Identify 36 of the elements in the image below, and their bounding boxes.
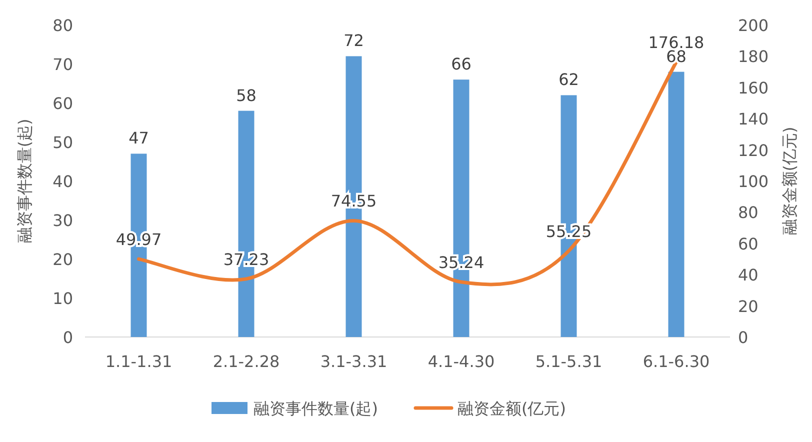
x-tick-label: 4.1-4.30 <box>428 352 495 371</box>
y-tick-label: 60 <box>52 94 73 113</box>
y-axis-title: 融资事件数量(起) <box>15 118 34 244</box>
y-tick-label: 30 <box>52 211 73 230</box>
y-tick-label: 20 <box>52 250 73 269</box>
y2-tick-label: 20 <box>738 296 758 316</box>
y2-tick-label: 120 <box>738 140 769 160</box>
y-tick-label: 10 <box>52 289 73 308</box>
y2-axis-title: 融资金额(亿元) <box>780 126 799 236</box>
y2-tick-label: 140 <box>738 110 769 129</box>
y2-tick-label: 40 <box>738 266 758 285</box>
x-tick-label: 1.1-1.31 <box>105 352 172 371</box>
x-tick-label: 5.1-5.31 <box>535 352 602 371</box>
y-tick-label: 80 <box>52 16 73 35</box>
x-tick-label: 2.1-2.28 <box>212 352 280 371</box>
data-label: 47 <box>128 128 149 148</box>
y2-tick-label: 200 <box>738 16 769 35</box>
y-tick-label: 50 <box>52 133 73 152</box>
y2-tick-label: 0 <box>738 328 748 347</box>
y2-tick-label: 100 <box>738 172 769 191</box>
y2-tick-label: 160 <box>738 78 769 98</box>
legend-label: 融资金额(亿元) <box>458 399 566 418</box>
x-tick-label: 3.1-3.31 <box>320 352 388 371</box>
y-tick-label: 40 <box>52 172 73 191</box>
y2-tick-label: 180 <box>738 47 769 66</box>
y-tick-label: 0 <box>62 328 73 347</box>
y-tick-label: 70 <box>52 55 73 74</box>
y2-tick-label: 60 <box>738 234 758 254</box>
x-tick-label: 6.1-6.30 <box>642 352 710 371</box>
data-label: 66 <box>451 54 472 74</box>
bar <box>668 72 684 337</box>
data-label: 72 <box>344 31 364 50</box>
y2-tick-label: 80 <box>738 203 758 222</box>
legend-label: 融资事件数量(起) <box>254 399 378 418</box>
data-label: 62 <box>558 70 579 90</box>
data-label: 58 <box>236 86 256 105</box>
